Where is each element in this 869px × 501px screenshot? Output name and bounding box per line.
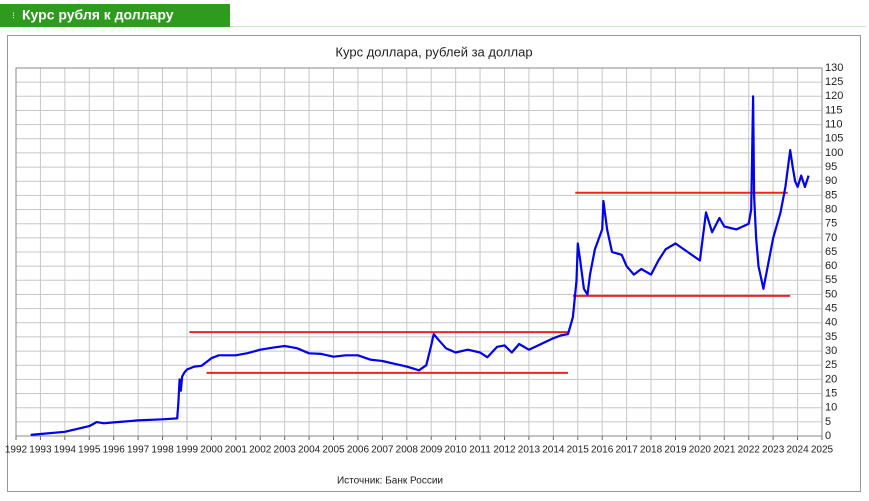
x-tick-label: 1997	[127, 445, 150, 456]
y-tick-label: 30	[825, 345, 837, 357]
x-tick-label: 2001	[225, 445, 248, 456]
x-tick-label: 2021	[713, 445, 736, 456]
y-tick-label: 75	[825, 218, 837, 230]
x-tick-label: 2010	[445, 445, 468, 456]
x-tick-label: 2009	[420, 445, 443, 456]
x-tick-label: 2006	[347, 445, 370, 456]
x-tick-label: 1996	[103, 445, 126, 456]
y-tick-label: 110	[825, 119, 843, 131]
y-tick-label: 115	[825, 104, 843, 116]
x-tick-label: 1992	[5, 445, 28, 456]
plot-area	[15, 67, 823, 437]
y-tick-label: 5	[825, 416, 831, 428]
x-tick-label: 1995	[78, 445, 101, 456]
x-tick-label: 2024	[786, 445, 809, 456]
x-tick-label: 2004	[298, 445, 321, 456]
y-tick-label: 15	[825, 387, 837, 399]
x-tick-label: 2022	[738, 445, 761, 456]
source: Источник: Банк России	[337, 476, 443, 487]
y-tick-label: 125	[825, 76, 843, 88]
header-icon: ⁝	[12, 10, 15, 20]
x-tick-label: 2016	[591, 445, 614, 456]
y-tick-label: 65	[825, 246, 837, 258]
x-tick-label: 2007	[371, 445, 394, 456]
x-tick-label: 1994	[54, 445, 77, 456]
y-tick-label: 60	[825, 260, 837, 272]
x-tick-label: 2025	[811, 445, 834, 456]
y-tick-label: 100	[825, 147, 843, 159]
x-tick-label: 2013	[518, 445, 541, 456]
y-tick-label: 50	[825, 288, 837, 300]
header-bar	[0, 4, 230, 27]
x-tick-label: 2017	[615, 445, 638, 456]
x-tick-label: 1999	[176, 445, 199, 456]
y-tick-label: 20	[825, 373, 837, 385]
x-tick-label: 2015	[567, 445, 590, 456]
header-title: Курс рубля к доллару	[22, 7, 174, 23]
y-tick-label: 70	[825, 232, 837, 244]
x-tick-label: 2002	[249, 445, 272, 456]
line	[30, 95, 810, 436]
y-tick-label: 40	[825, 317, 837, 329]
y-tick-label: 105	[825, 133, 843, 145]
y-tick-label: 35	[825, 331, 837, 343]
chart-title: Курс доллара, рублей за доллар	[335, 44, 532, 59]
x-tick-label: 2011	[469, 445, 491, 456]
x-tick-label: 2005	[322, 445, 345, 456]
y-tick-label: 90	[825, 175, 837, 187]
y-tick-label: 10	[825, 402, 837, 414]
x-tick-label: 2023	[762, 445, 785, 456]
x-tick-label: 2019	[664, 445, 687, 456]
y-tick-label: 80	[825, 203, 837, 215]
x-tick-label: 2000	[200, 445, 223, 456]
y-tick-label: 45	[825, 303, 837, 315]
x-tick-label: 2008	[396, 445, 419, 456]
x-tick-label: 2003	[274, 445, 297, 456]
y-tick-label: 55	[825, 274, 837, 286]
y-tick-label: 120	[825, 90, 843, 102]
y-tick-label: 0	[825, 430, 831, 442]
x-tick-label: 1998	[151, 445, 174, 456]
x-tick-label: 2012	[493, 445, 516, 456]
y-tick-label: 85	[825, 189, 837, 201]
x-tick-label: 2020	[689, 445, 712, 456]
chart-frame	[7, 35, 861, 492]
x-tick-label: 2018	[640, 445, 663, 456]
y-tick-label: 95	[825, 161, 837, 173]
x-tick-label: 2014	[542, 445, 565, 456]
x-tick-label: 1993	[29, 445, 52, 456]
y-tick-label: 130	[825, 62, 843, 74]
y-tick-label: 25	[825, 359, 837, 371]
